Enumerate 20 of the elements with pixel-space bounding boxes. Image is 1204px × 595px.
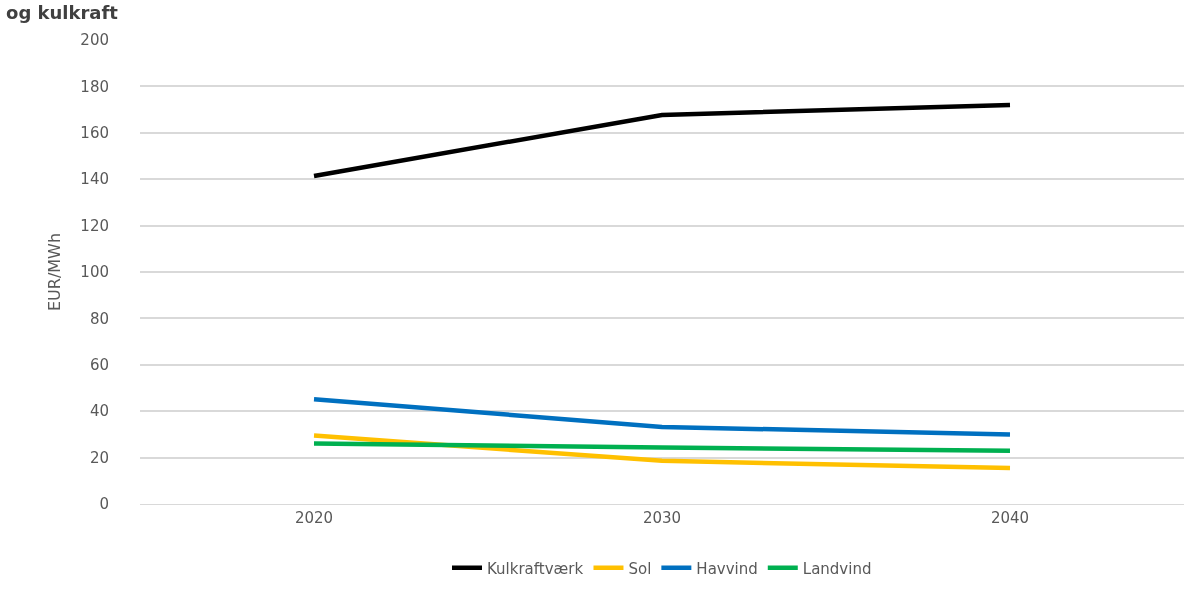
- legend-label: Havvind: [696, 559, 758, 578]
- legend-label: Sol: [628, 559, 652, 578]
- y-tick-label: 0: [99, 495, 109, 514]
- legend-label: Landvind: [802, 559, 872, 578]
- y-tick-label: 40: [89, 402, 109, 421]
- y-axis-title: EUR/MWh: [45, 232, 65, 312]
- y-tick-label: 140: [80, 170, 109, 189]
- legend-label: Kulkraftværk: [487, 559, 584, 578]
- y-tick-label: 80: [89, 309, 109, 328]
- y-tick-label: 180: [80, 77, 109, 96]
- y-tick-label: 20: [89, 448, 109, 467]
- x-tick-label: 2020: [294, 509, 334, 527]
- chart-title: og kulkraft: [6, 1, 119, 23]
- x-tick-label: 2040: [990, 509, 1030, 527]
- x-tick-label: 2030: [642, 509, 682, 527]
- y-tick-label: 200: [80, 31, 109, 50]
- y-tick-label: 60: [89, 356, 109, 375]
- y-tick-label: 160: [80, 124, 109, 143]
- y-tick-label: 100: [80, 263, 109, 282]
- y-tick-label: 120: [80, 216, 109, 235]
